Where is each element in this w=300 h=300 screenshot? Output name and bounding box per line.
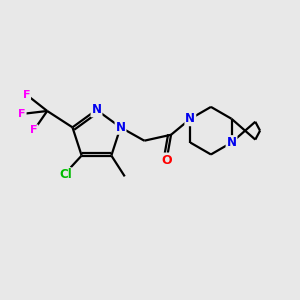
Text: O: O [161, 154, 172, 166]
Text: F: F [30, 125, 38, 135]
Text: Cl: Cl [59, 168, 72, 182]
Text: N: N [116, 121, 125, 134]
Text: N: N [185, 112, 195, 125]
Text: F: F [23, 90, 30, 100]
Text: F: F [18, 109, 26, 119]
Text: N: N [92, 103, 101, 116]
Text: N: N [226, 136, 236, 149]
